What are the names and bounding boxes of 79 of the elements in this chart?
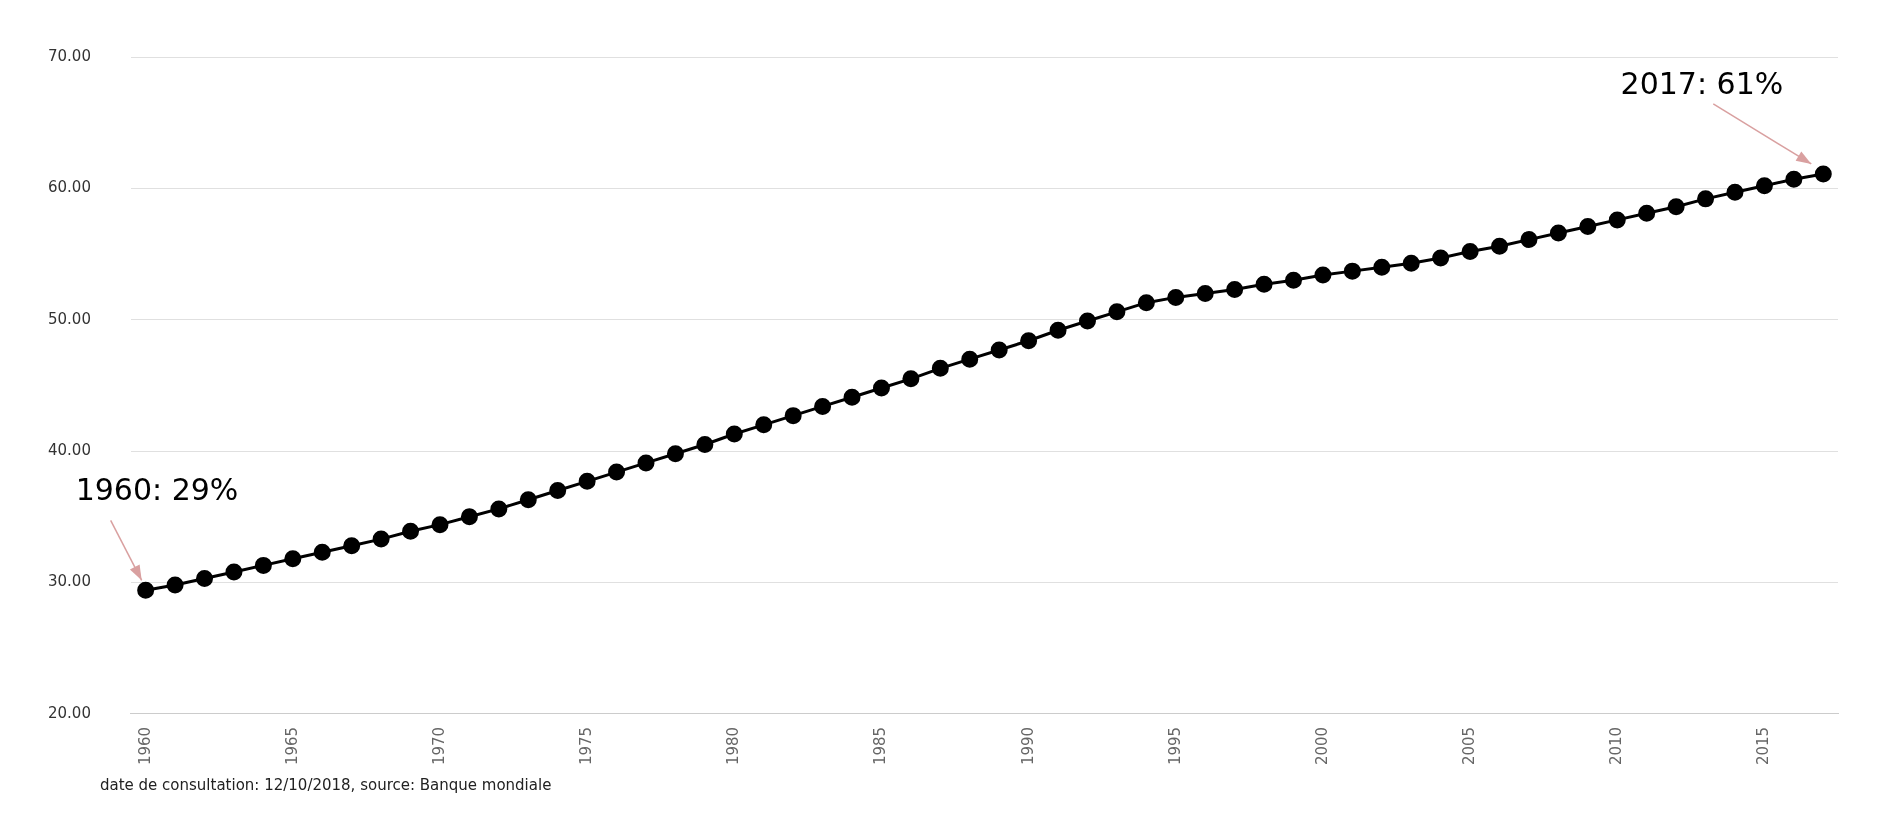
point [1314, 266, 1332, 284]
point [578, 472, 596, 490]
point [284, 550, 302, 568]
point [1726, 183, 1744, 201]
point [872, 379, 890, 397]
point [1226, 281, 1244, 299]
point [1255, 275, 1273, 293]
point [843, 388, 861, 406]
point [372, 530, 390, 548]
point [490, 500, 508, 518]
point [196, 570, 214, 588]
point [1667, 198, 1685, 216]
x-tick-label: 1970 [429, 726, 448, 766]
x-tick-label: 2000 [1312, 726, 1331, 766]
point [519, 491, 537, 509]
point [1049, 321, 1067, 339]
point [1285, 271, 1303, 289]
point [1491, 237, 1509, 255]
x-tick-label: 2005 [1459, 726, 1478, 766]
point [608, 463, 626, 481]
point [254, 556, 272, 574]
y-tick-label: 60.00 [47, 178, 91, 197]
point [902, 370, 920, 388]
point [1020, 332, 1038, 350]
point [1785, 170, 1803, 188]
point [1432, 249, 1450, 267]
point [313, 543, 331, 561]
point [1608, 211, 1626, 229]
point [1196, 284, 1214, 302]
point [990, 341, 1008, 359]
x-tick-label: 1960 [135, 726, 154, 766]
x-tick-label: 1965 [282, 726, 301, 766]
point [814, 397, 832, 415]
x-tick-label: 1985 [871, 726, 890, 766]
point [637, 454, 655, 472]
point [1638, 204, 1656, 222]
point [961, 350, 979, 368]
x-tick-label: 2010 [1607, 726, 1626, 766]
annotation: 2017: 61% [1620, 65, 1784, 101]
point [1520, 231, 1538, 249]
point [1814, 165, 1832, 183]
y-tick-label: 20.00 [47, 703, 91, 722]
x-tick-label: 1975 [577, 726, 596, 766]
y-tick-label: 30.00 [47, 572, 91, 591]
point [1373, 258, 1391, 276]
x-tick-label: 1995 [1165, 726, 1184, 766]
point [666, 445, 684, 463]
point [1697, 190, 1715, 208]
point [1078, 312, 1096, 330]
point [549, 482, 567, 500]
point [166, 576, 184, 594]
y-tick-label: 70.00 [47, 46, 91, 65]
y-tick-label: 50.00 [47, 309, 91, 328]
point [137, 581, 155, 599]
point [343, 537, 361, 555]
y-tick-label: 40.00 [47, 440, 91, 459]
point [1137, 294, 1155, 312]
point [1579, 217, 1597, 235]
text: date de consultation: 12/10/2018, source: Banque mondiale [100, 776, 553, 794]
annotation: 1960: 29% [75, 472, 239, 508]
point [931, 359, 949, 377]
point [1549, 224, 1567, 242]
point [1461, 242, 1479, 260]
point [1343, 262, 1361, 280]
x-tick-label: 1990 [1018, 726, 1037, 766]
point [1167, 288, 1185, 306]
point [402, 522, 420, 540]
point [431, 516, 449, 534]
x-tick-label: 1980 [724, 726, 743, 766]
point [725, 425, 743, 443]
x-tick-label: 2015 [1754, 726, 1773, 766]
point [696, 436, 714, 454]
point [1402, 254, 1420, 272]
point [1755, 177, 1773, 195]
point [755, 416, 773, 434]
point [1108, 303, 1126, 321]
point [784, 407, 802, 425]
point [225, 563, 243, 581]
point [460, 508, 478, 526]
